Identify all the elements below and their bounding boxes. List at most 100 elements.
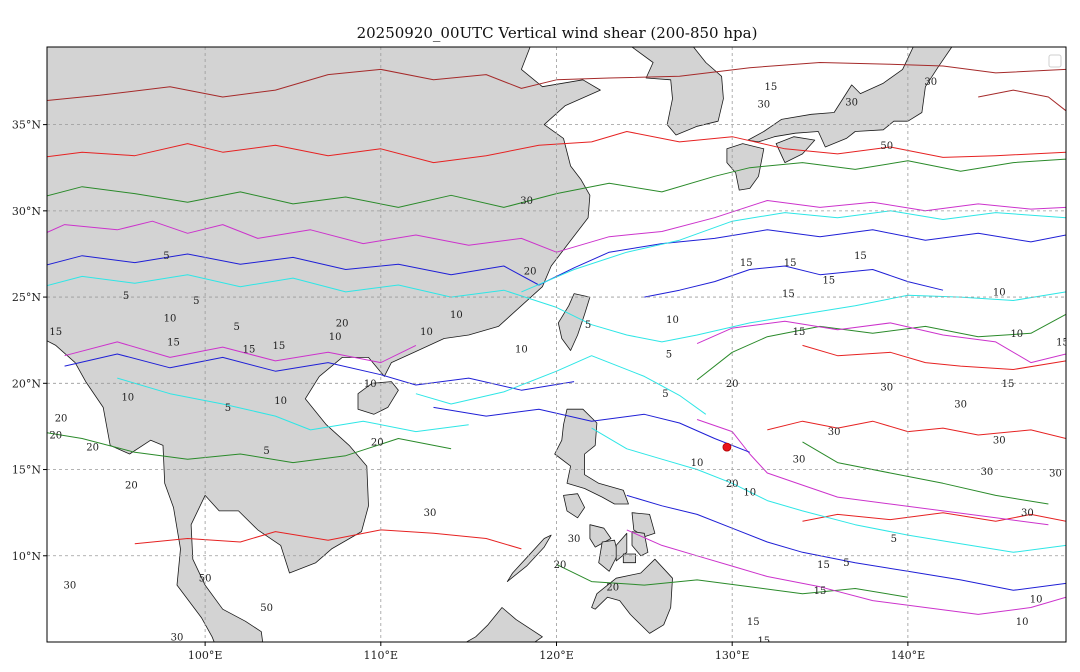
contour-value-label: 30 (171, 632, 184, 643)
contour-value-label: 10 (1010, 329, 1023, 340)
x-tick-label: 140°E (891, 649, 926, 662)
contour-line-10 (64, 353, 575, 391)
contour-line-20 (802, 441, 1049, 505)
contour-value-label: 15 (764, 82, 777, 93)
honshu-land (747, 47, 953, 148)
samar-land (631, 512, 656, 538)
contour-line-30 (802, 344, 1066, 370)
contour-value-label: 15 (167, 337, 180, 348)
contour-value-label: 20 (336, 318, 349, 329)
contour-line-5 (591, 427, 1066, 553)
contour-value-label: 5 (585, 320, 591, 331)
contour-value-label: 20 (554, 560, 567, 571)
contour-value-label: 15 (747, 617, 760, 628)
contour-line-15 (696, 419, 1049, 526)
contour-value-label: 30 (793, 455, 806, 466)
contour-value-label: 10 (1030, 594, 1043, 605)
contour-value-label: 5 (662, 389, 668, 400)
contour-value-label: 15 (1002, 379, 1015, 390)
contour-line-15 (64, 341, 417, 364)
contour-value-label: 50 (880, 141, 893, 152)
contour-value-label: 5 (234, 322, 240, 333)
contour-line-30 (802, 512, 1066, 522)
luzon-land (554, 408, 629, 505)
contour-line-15 (47, 200, 1066, 253)
x-tick-label: 100°E (188, 649, 223, 662)
mindanao-land (591, 558, 673, 634)
contour-value-label: 30 (63, 581, 76, 592)
contour-line-20 (556, 563, 908, 598)
contour-value-label: 5 (891, 534, 897, 545)
contour-value-label: 30 (1049, 468, 1062, 479)
contour-value-label: 20 (371, 437, 384, 448)
y-tick-label: 15°N (12, 464, 41, 477)
kyushu-land (726, 143, 765, 191)
contour-value-label: 15 (822, 275, 835, 286)
x-tick-label: 120°E (539, 649, 574, 662)
borneo-land (465, 607, 543, 642)
contour-line-15 (626, 529, 1066, 615)
contour-value-label: 5 (163, 251, 169, 262)
contour-value-label: 10 (364, 379, 377, 390)
contour-value-label: 15 (757, 636, 770, 647)
contour-value-label: 10 (164, 313, 177, 324)
contour-value-label: 15 (854, 251, 867, 262)
contour-value-label: 30 (993, 436, 1006, 447)
contour-value-label: 30 (954, 400, 967, 411)
contour-line-15 (696, 320, 1066, 364)
contour-value-label: 50 (260, 603, 273, 614)
contour-value-label: 15 (49, 327, 62, 338)
contour-line-50 (47, 62, 1066, 101)
contour-value-label: 30 (828, 427, 841, 438)
y-tick-label: 25°N (12, 291, 41, 304)
y-tick-label: 10°N (12, 550, 41, 563)
contour-value-label: 10 (450, 310, 463, 321)
hokkaido-land (908, 21, 943, 30)
contour-value-label: 20 (726, 479, 739, 490)
contour-value-label: 50 (199, 574, 212, 585)
contour-value-label: 30 (845, 98, 858, 109)
contour-value-label: 20 (49, 431, 62, 442)
contour-value-label: 10 (666, 315, 679, 326)
contour-value-label: 20 (726, 379, 739, 390)
contour-value-label: 10 (743, 487, 756, 498)
contour-value-label: 10 (274, 396, 287, 407)
contour-value-label: 5 (263, 446, 269, 457)
negros-land (598, 539, 619, 572)
hainan-land (357, 381, 399, 415)
contour-value-label: 15 (793, 327, 806, 338)
contour-value-label: 15 (784, 258, 797, 269)
contour-value-label: 10 (1016, 617, 1029, 628)
contour-value-label: 5 (843, 558, 849, 569)
x-tick-label: 110°E (364, 649, 399, 662)
y-tick-label: 30°N (12, 205, 41, 218)
contour-line-5 (47, 274, 1066, 343)
contour-value-label: 15 (814, 586, 827, 597)
contour-value-label: 15 (740, 258, 753, 269)
contour-value-label: 30 (568, 534, 581, 545)
contour-value-label: 15 (817, 560, 830, 571)
mindoro-land (563, 493, 585, 519)
contour-value-label: 10 (121, 393, 134, 404)
contour-value-label: 10 (691, 458, 704, 469)
contour-value-label: 15 (1056, 337, 1069, 348)
contour-value-label: 20 (606, 582, 619, 593)
contour-line-10 (433, 406, 750, 453)
contour-value-label: 30 (520, 196, 533, 207)
korea-land (631, 47, 724, 136)
contour-value-label: 5 (193, 296, 199, 307)
palawan-land (506, 534, 552, 582)
contour-value-label: 5 (123, 291, 129, 302)
x-tick-label: 130°E (715, 649, 750, 662)
contour-line-30 (47, 131, 1066, 164)
contour-value-label: 10 (329, 332, 342, 343)
contour-value-label: 30 (880, 382, 893, 393)
contour-value-label: 20 (125, 481, 138, 492)
contour-line-20 (696, 313, 1066, 381)
contour-value-label: 15 (782, 289, 795, 300)
contour-value-label: 20 (55, 413, 68, 424)
contour-value-label: 5 (666, 349, 672, 360)
contour-value-label: 15 (243, 344, 256, 355)
contour-line-50 (978, 89, 1066, 112)
